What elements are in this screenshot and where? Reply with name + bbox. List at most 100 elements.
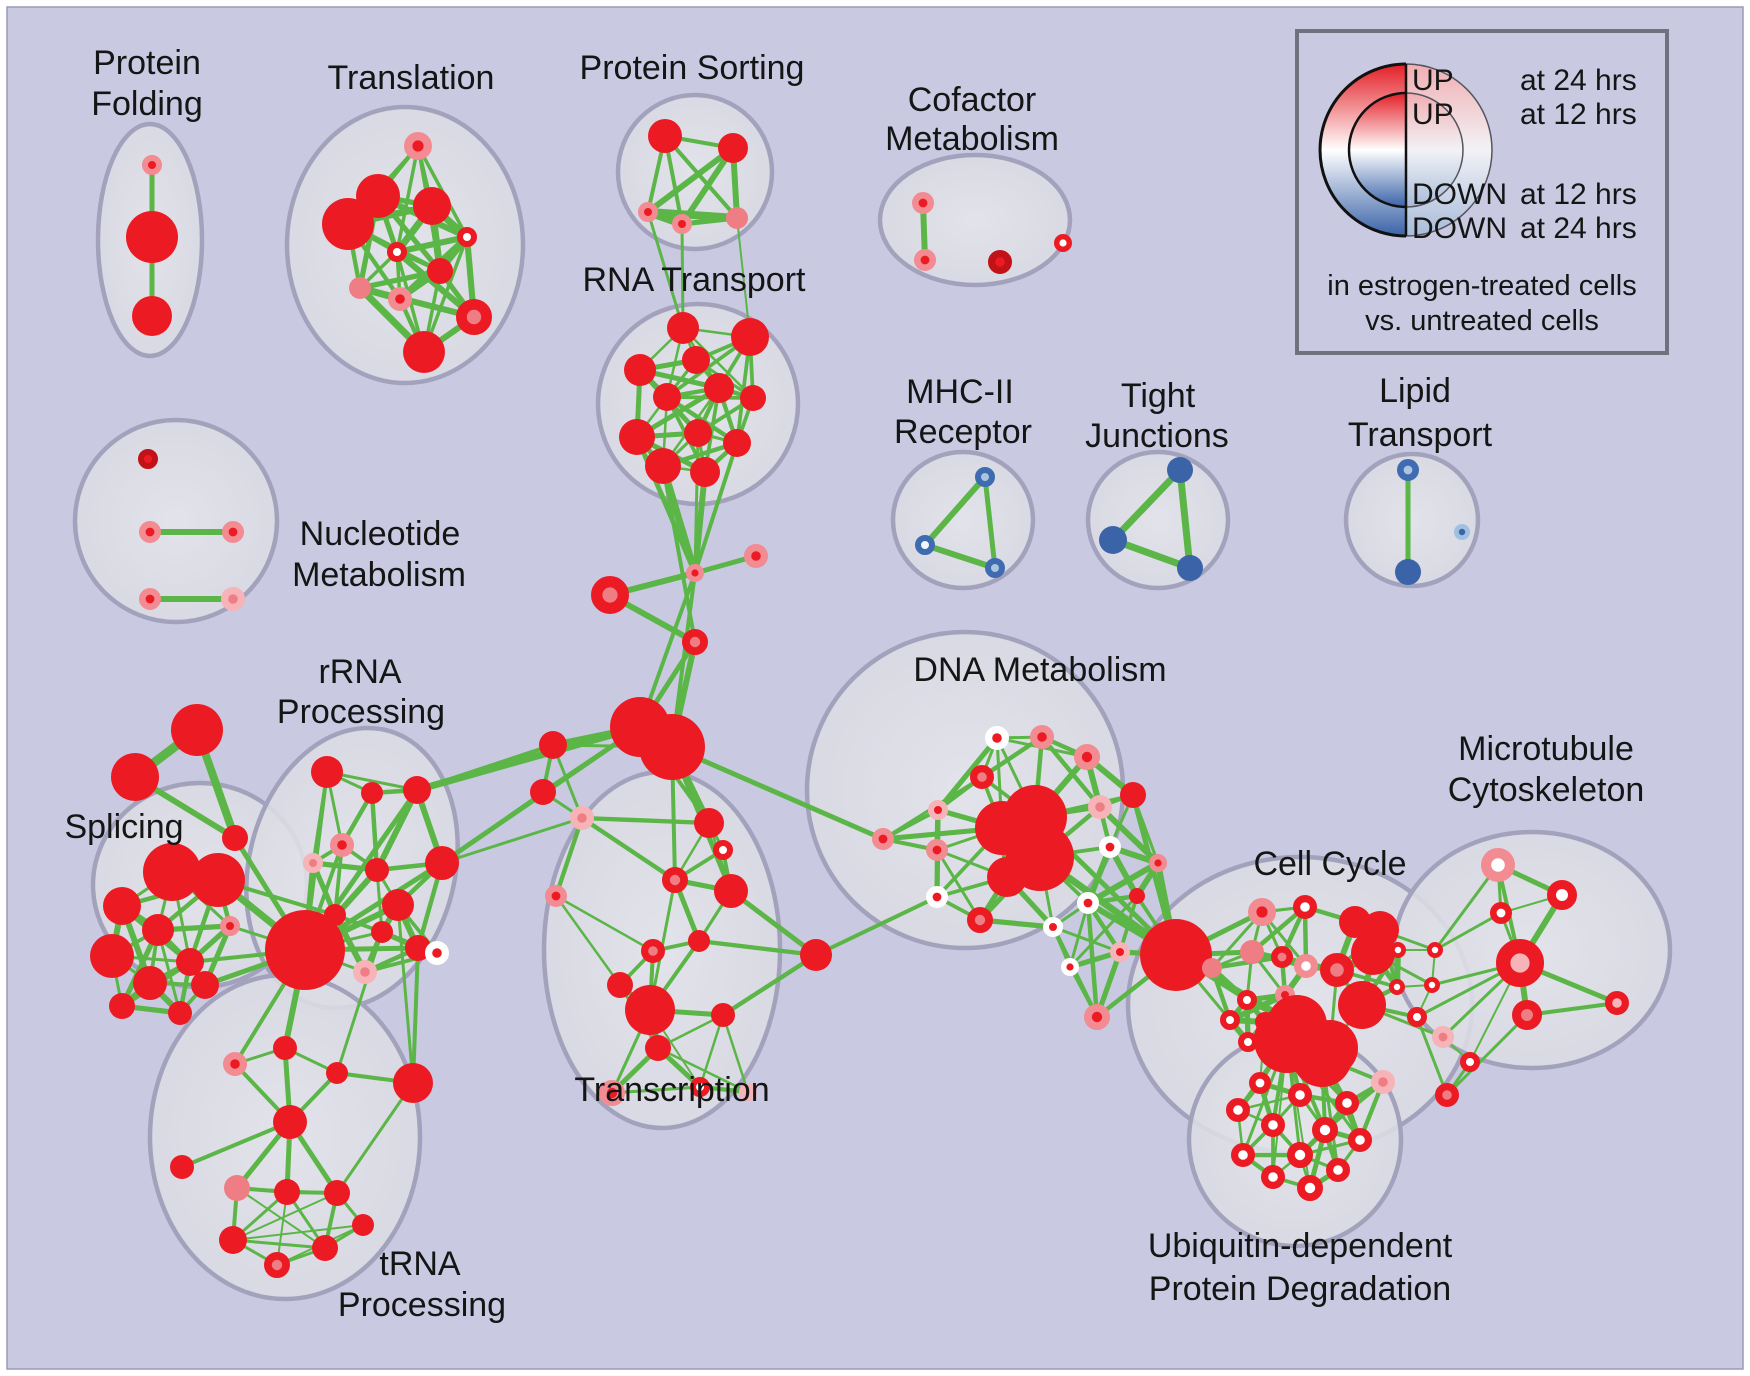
gene-node-rrna-6 bbox=[425, 846, 459, 880]
gene-node-rrna-13 bbox=[425, 940, 450, 965]
gene-node-tl-5 bbox=[387, 242, 407, 262]
gene-node-trna-6 bbox=[224, 1175, 250, 1201]
gene-node-mt-8 bbox=[1407, 1007, 1427, 1027]
gene-node-tr-10 bbox=[711, 1003, 735, 1027]
cluster-label-pf-0: Protein bbox=[93, 44, 201, 82]
edge-dna bbox=[935, 848, 982, 922]
gene-node-ps-2 bbox=[638, 202, 658, 222]
gene-node-rrna-7 bbox=[382, 889, 414, 921]
edge-dna bbox=[1068, 901, 1090, 969]
cluster-label-rrna-0: rRNA bbox=[318, 653, 401, 691]
gene-node-dna-9 bbox=[987, 857, 1027, 897]
gene-node-rrna-12 bbox=[353, 959, 378, 984]
gene-node-ub-1 bbox=[1292, 1027, 1352, 1087]
legend-glyph-half bbox=[1349, 93, 1406, 207]
gene-node-tr-12 bbox=[645, 1035, 671, 1061]
edge-tr bbox=[720, 952, 819, 1018]
gene-node-st-0 bbox=[171, 704, 223, 756]
gene-node-mhc-1 bbox=[915, 535, 935, 555]
gene-node-tr-9 bbox=[800, 939, 832, 971]
gene-node-dna-13 bbox=[925, 885, 948, 908]
gene-node-tr-2 bbox=[662, 867, 689, 894]
edge-mt bbox=[1525, 1001, 1619, 1017]
gene-node-trna-9 bbox=[219, 1226, 247, 1254]
cluster-label-trna-0: tRNA bbox=[379, 1245, 461, 1283]
legend-direction-2: DOWN bbox=[1412, 178, 1507, 211]
edge-mt bbox=[1433, 911, 1503, 952]
gene-node-lip-2 bbox=[1454, 524, 1471, 541]
edge-tj bbox=[1176, 466, 1194, 572]
legend-inner-left-arc bbox=[1347, 91, 1407, 209]
gene-node-sp-6 bbox=[176, 948, 204, 976]
edge-tr bbox=[579, 815, 712, 826]
cluster-label-lip-1: Transport bbox=[1348, 416, 1493, 454]
gene-node-ub-11 bbox=[1260, 1164, 1285, 1189]
gene-node-tl-9 bbox=[455, 298, 492, 335]
gene-node-tr-0 bbox=[694, 808, 724, 838]
gene-node-nuc-1 bbox=[139, 520, 162, 543]
gene-node-rna-3 bbox=[682, 346, 710, 374]
gene-node-tl-8 bbox=[388, 287, 413, 312]
gene-node-tr-14 bbox=[690, 1077, 710, 1097]
edge-dna bbox=[979, 734, 1045, 780]
cluster-label-lip-0: Lipid bbox=[1379, 372, 1451, 410]
gene-node-sp-2 bbox=[103, 887, 141, 925]
gene-node-tr-8 bbox=[607, 972, 633, 998]
edge-dna bbox=[1068, 894, 1139, 969]
gene-node-tr-5 bbox=[544, 884, 567, 907]
gene-node-ub-9 bbox=[1230, 1142, 1255, 1167]
gene-node-cc-5 bbox=[1240, 940, 1264, 964]
gene-node-rna-9 bbox=[723, 429, 751, 457]
gene-node-cc-9 bbox=[1237, 990, 1257, 1010]
gene-node-tl-0 bbox=[404, 131, 433, 160]
inter-cluster-edge bbox=[335, 930, 384, 1075]
gene-node-ub-13 bbox=[1325, 1157, 1350, 1182]
gene-node-tr-13 bbox=[599, 1080, 626, 1107]
edge-dna bbox=[1051, 925, 1122, 954]
legend-direction-1: UP bbox=[1412, 98, 1454, 131]
gene-node-trna-12 bbox=[352, 1214, 374, 1236]
gene-node-tr-1 bbox=[713, 840, 733, 860]
inter-cluster-edge bbox=[440, 790, 545, 865]
gene-node-pf-0 bbox=[142, 155, 162, 175]
gene-node-sp-0 bbox=[143, 843, 201, 901]
edge-tl bbox=[393, 233, 471, 256]
gene-node-rrna-3 bbox=[330, 832, 355, 857]
edge-trna bbox=[232, 1192, 338, 1241]
edge-trna bbox=[335, 1081, 415, 1195]
gene-node-tj-1 bbox=[1099, 526, 1127, 554]
gene-node-pf-1 bbox=[126, 211, 178, 263]
gene-node-dna-20 bbox=[1060, 958, 1079, 977]
gene-node-ub-3 bbox=[1287, 1082, 1312, 1107]
gene-node-ub-14 bbox=[1370, 1069, 1395, 1094]
inter-cluster-edge bbox=[411, 946, 420, 1085]
gene-node-rrna-11 bbox=[405, 935, 431, 961]
inter-cluster-edge bbox=[661, 464, 697, 644]
gene-node-dna-22 bbox=[1140, 919, 1212, 991]
legend-glyph-half bbox=[1406, 93, 1463, 207]
gene-node-sp-1 bbox=[191, 853, 245, 907]
inter-cluster-edge bbox=[680, 222, 685, 330]
gene-node-dna-11 bbox=[1087, 794, 1112, 819]
gene-node-hub-0 bbox=[686, 564, 705, 583]
gene-node-sp-3 bbox=[142, 914, 174, 946]
edge-mt bbox=[1433, 863, 1500, 952]
edge-tr bbox=[579, 815, 678, 883]
gene-node-mt-4 bbox=[1512, 1000, 1542, 1030]
gene-node-cc-11 bbox=[1202, 958, 1222, 978]
gene-node-st-2 bbox=[222, 825, 248, 851]
gene-node-ub-2 bbox=[1249, 1072, 1272, 1095]
gene-node-hub-6 bbox=[539, 731, 567, 759]
edge-tr bbox=[610, 1085, 702, 1095]
gene-node-ub-4 bbox=[1334, 1090, 1359, 1115]
cluster-label-cf-1: Metabolism bbox=[885, 120, 1059, 158]
legend-caption-1: vs. untreated cells bbox=[1365, 305, 1599, 337]
gene-node-sp-9 bbox=[109, 993, 135, 1019]
gene-node-mhc-0 bbox=[975, 467, 995, 487]
gene-node-rna-8 bbox=[684, 419, 712, 447]
gene-node-rna-2 bbox=[624, 354, 656, 386]
gene-node-cc-16 bbox=[1338, 981, 1386, 1029]
cluster-shape-nuc bbox=[72, 417, 280, 625]
gene-node-mt-3 bbox=[1495, 939, 1544, 988]
cluster-label-mt-0: Microtubule bbox=[1458, 730, 1634, 768]
